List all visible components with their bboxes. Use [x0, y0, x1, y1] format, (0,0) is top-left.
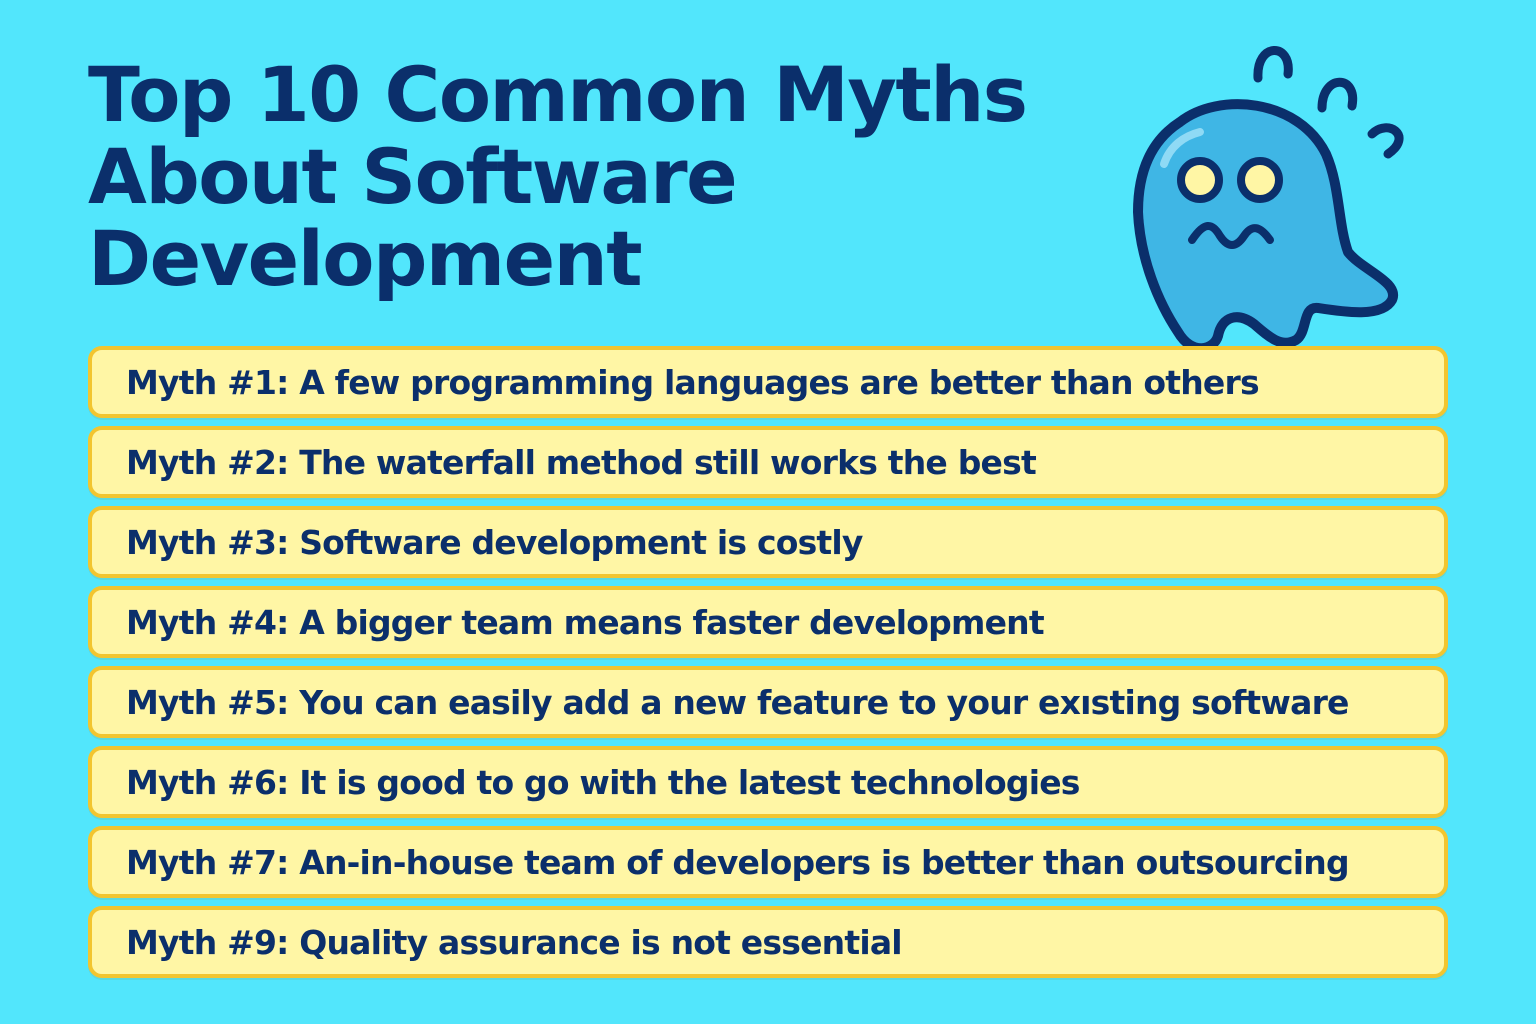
myth-text: Myth #3: Software development is costly — [126, 522, 863, 562]
myth-item-6: Myth #6: It is good to go with the lates… — [88, 746, 1448, 818]
title-line-1: Top 10 Common Myths — [88, 50, 1028, 139]
title-line-2: About Software — [88, 132, 738, 221]
myth-text: Myth #2: The waterfall method still work… — [126, 442, 1037, 482]
myth-text: Myth #4: A bigger team means faster deve… — [126, 602, 1045, 642]
myth-item-4: Myth #4: A bigger team means faster deve… — [88, 586, 1448, 658]
myth-item-3: Myth #3: Software development is costly — [88, 506, 1448, 578]
myth-text: Myth #1: A few programming languages are… — [126, 362, 1260, 402]
myth-item-9: Myth #9: Quality assurance is not essent… — [88, 906, 1448, 978]
worried-ghost-icon — [1133, 46, 1404, 354]
myth-text: Myth #6: It is good to go with the lates… — [126, 762, 1080, 802]
myth-text: Myth #9: Quality assurance is not essent… — [126, 922, 903, 962]
myth-item-5: Myth #5: You can easily add a new featur… — [88, 666, 1448, 738]
myth-item-2: Myth #2: The waterfall method still work… — [88, 426, 1448, 498]
myth-list: Myth #1: A few programming languages are… — [88, 346, 1448, 986]
myth-text: Myth #7: An-in-house team of developers … — [126, 842, 1350, 882]
myth-text: Myth #5: You can easily add a new featur… — [126, 682, 1349, 722]
title-line-3: Development — [88, 214, 643, 303]
myth-item-7: Myth #7: An-in-house team of developers … — [88, 826, 1448, 898]
myth-item-1: Myth #1: A few programming languages are… — [88, 346, 1448, 418]
page-title: Top 10 Common Myths About Software Devel… — [88, 50, 1028, 303]
